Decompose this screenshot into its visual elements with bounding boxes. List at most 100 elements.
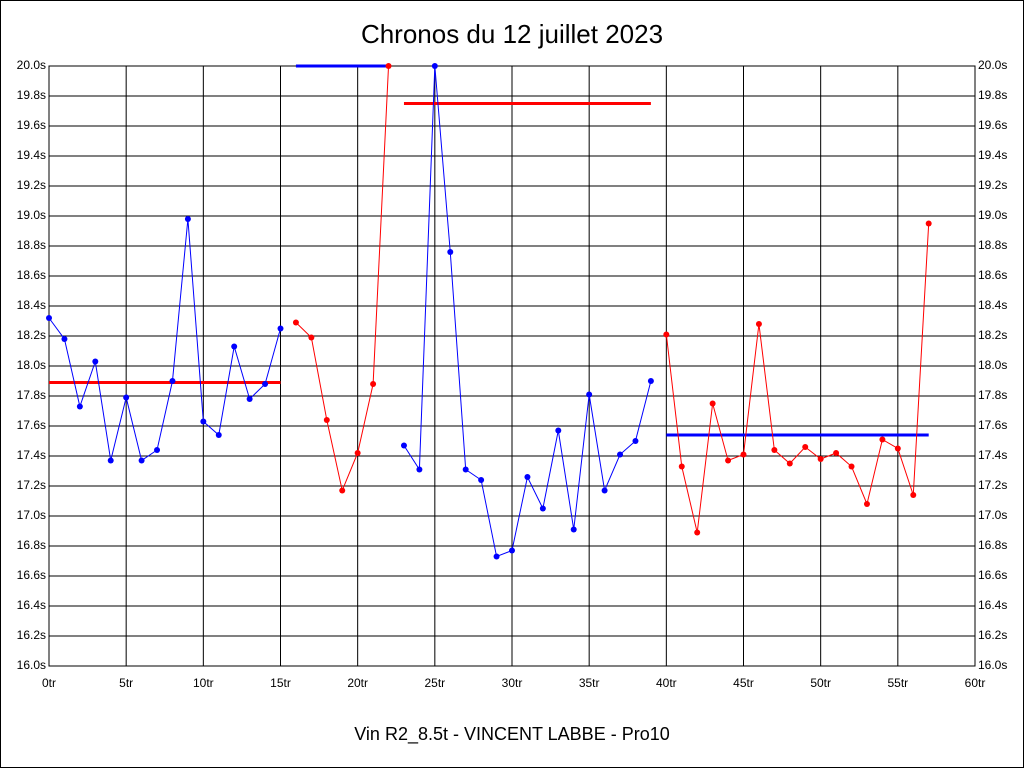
chart-title: Chronos du 12 juillet 2023 bbox=[361, 19, 663, 49]
x-tick-label: 60tr bbox=[965, 676, 986, 690]
y2-tick-label: 17.2s bbox=[978, 478, 1007, 492]
data-point bbox=[894, 445, 901, 452]
y2-tick-label: 19.6s bbox=[978, 118, 1007, 132]
data-point bbox=[524, 474, 531, 480]
data-point bbox=[570, 526, 577, 533]
data-point bbox=[231, 343, 238, 350]
data-point bbox=[817, 456, 824, 462]
y-tick-label: 18.4s bbox=[17, 298, 46, 312]
data-point bbox=[76, 403, 83, 410]
plot-area bbox=[48, 65, 976, 667]
y2-tick-label: 19.4s bbox=[978, 148, 1007, 162]
data-point bbox=[632, 438, 639, 444]
y2-tick-label: 16.6s bbox=[978, 568, 1007, 582]
data-point bbox=[154, 447, 161, 453]
data-point bbox=[555, 427, 562, 434]
y-tick-label: 19.8s bbox=[17, 88, 46, 102]
y2-tick-label: 20.0s bbox=[978, 58, 1007, 72]
data-point bbox=[370, 381, 377, 387]
y-tick-label: 17.6s bbox=[17, 418, 46, 432]
data-point bbox=[246, 396, 253, 402]
x-tick-label: 0tr bbox=[42, 676, 56, 690]
data-point bbox=[493, 553, 500, 560]
data-point bbox=[802, 444, 809, 450]
data-point bbox=[123, 394, 130, 401]
data-point bbox=[848, 463, 855, 470]
y2-tick-label: 18.2s bbox=[978, 328, 1007, 342]
data-point bbox=[617, 451, 624, 458]
series-line bbox=[48, 218, 281, 462]
y2-tick-label: 16.2s bbox=[978, 628, 1007, 642]
data-point bbox=[184, 216, 191, 222]
data-point bbox=[308, 334, 315, 341]
x-tick-label: 50tr bbox=[810, 676, 831, 690]
x-tick-label: 15tr bbox=[270, 676, 291, 690]
data-point bbox=[416, 466, 423, 473]
y-tick-label: 19.6s bbox=[17, 118, 46, 132]
x-tick-label: 45tr bbox=[733, 676, 754, 690]
data-point bbox=[262, 381, 269, 387]
y-tick-label: 18.2s bbox=[17, 328, 46, 342]
y-tick-label: 20.0s bbox=[17, 58, 46, 72]
data-point bbox=[925, 220, 932, 227]
data-point bbox=[647, 378, 654, 384]
data-point bbox=[586, 391, 593, 398]
y2-tick-label: 17.6s bbox=[978, 418, 1007, 432]
y-tick-label: 17.2s bbox=[17, 478, 46, 492]
data-point bbox=[755, 321, 762, 327]
data-point bbox=[354, 450, 361, 456]
data-point bbox=[385, 63, 392, 69]
data-point bbox=[694, 529, 701, 536]
data-point bbox=[478, 477, 485, 483]
data-point bbox=[833, 450, 840, 456]
y2-tick-label: 18.6s bbox=[978, 268, 1007, 282]
y-tick-label: 17.4s bbox=[17, 448, 46, 462]
data-point bbox=[339, 487, 346, 494]
y-tick-label: 16.0s bbox=[17, 658, 46, 672]
x-tick-label: 55tr bbox=[887, 676, 908, 690]
data-point bbox=[447, 249, 454, 255]
data-point bbox=[46, 315, 52, 321]
y-tick-label: 16.4s bbox=[17, 598, 46, 612]
data-point bbox=[910, 492, 917, 498]
data-point bbox=[663, 331, 670, 338]
y2-tick-label: 16.8s bbox=[978, 538, 1007, 552]
y2-tick-label: 16.0s bbox=[978, 658, 1007, 672]
y2-tick-label: 19.0s bbox=[978, 208, 1007, 222]
data-point bbox=[107, 457, 114, 464]
x-tick-label: 35tr bbox=[579, 676, 600, 690]
x-tick-label: 5tr bbox=[119, 676, 133, 690]
data-point bbox=[879, 436, 886, 443]
data-point bbox=[740, 451, 747, 458]
data-point bbox=[200, 418, 207, 425]
data-point bbox=[169, 378, 176, 384]
data-point bbox=[215, 432, 222, 438]
y-tick-label: 18.8s bbox=[17, 238, 46, 252]
data-point bbox=[400, 442, 407, 449]
data-point bbox=[539, 505, 546, 512]
x-tick-label: 20tr bbox=[347, 676, 368, 690]
data-point bbox=[709, 400, 716, 407]
y2-tick-label: 17.8s bbox=[978, 388, 1007, 402]
chart-footer: Vin R2_8.5t - VINCENT LABBE - Pro10 bbox=[354, 724, 669, 745]
data-point bbox=[509, 547, 515, 554]
y-tick-label: 17.0s bbox=[17, 508, 46, 522]
data-point bbox=[678, 463, 685, 470]
x-tick-label: 40tr bbox=[656, 676, 677, 690]
y-tick-label: 16.6s bbox=[17, 568, 46, 582]
y-tick-label: 18.6s bbox=[17, 268, 46, 282]
data-point bbox=[323, 417, 330, 423]
data-point bbox=[292, 319, 299, 326]
y-tick-label: 18.0s bbox=[17, 358, 46, 372]
y2-tick-label: 19.8s bbox=[978, 88, 1007, 102]
y-tick-label: 19.4s bbox=[17, 148, 46, 162]
y2-tick-label: 18.4s bbox=[978, 298, 1007, 312]
data-point bbox=[863, 501, 870, 507]
data-point bbox=[771, 447, 778, 453]
data-point bbox=[138, 457, 145, 464]
y2-tick-label: 18.0s bbox=[978, 358, 1007, 372]
data-point bbox=[61, 336, 68, 342]
x-tick-label: 25tr bbox=[424, 676, 445, 690]
data-point bbox=[277, 325, 284, 332]
x-tick-label: 10tr bbox=[193, 676, 214, 690]
